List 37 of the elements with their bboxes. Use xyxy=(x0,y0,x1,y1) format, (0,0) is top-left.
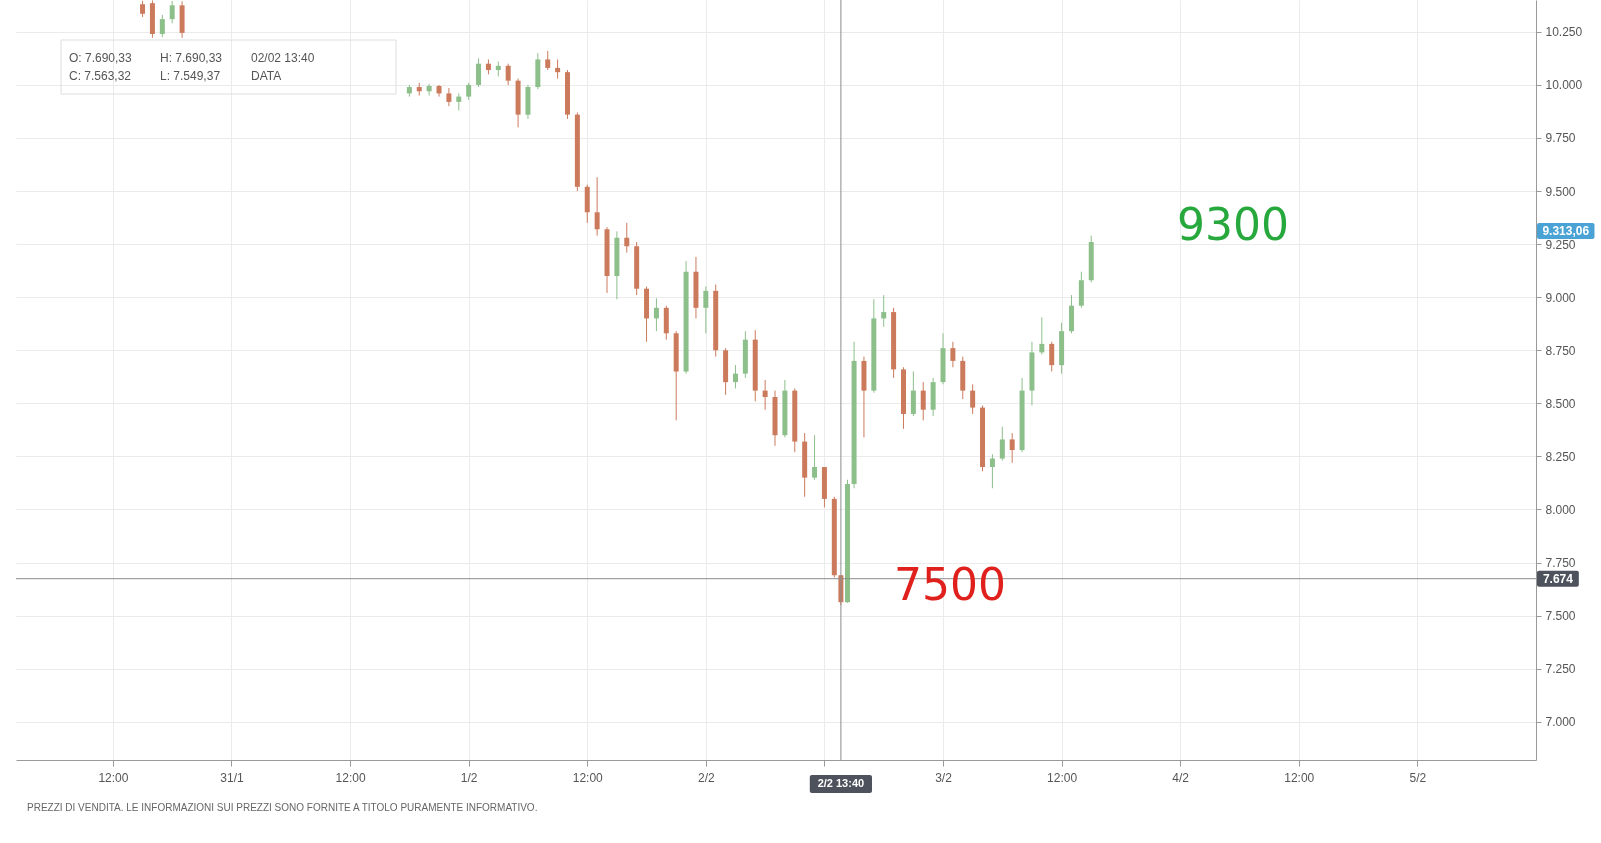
annotation: H: 7.690,33 xyxy=(160,51,223,65)
x-tick-label: 12:00 xyxy=(335,770,366,785)
y-tick-label: 9.250 xyxy=(1545,237,1576,252)
y-tick-label: 10.000 xyxy=(1545,78,1583,93)
y-tick-label: 9.000 xyxy=(1545,290,1576,305)
x-tick-label: 1/2 xyxy=(460,770,478,785)
annotation: 9300 xyxy=(1177,199,1289,250)
annotation: DATA xyxy=(251,69,282,83)
y-tick-label: 7.000 xyxy=(1545,715,1576,730)
x-tick-label: 4/2 xyxy=(1172,770,1190,785)
y-tick-label: 9.500 xyxy=(1545,184,1576,199)
annotation: C: 7.563,32 xyxy=(69,69,132,83)
x-tick-label: 3/2 xyxy=(935,770,953,785)
ref-line-label: 2/2 13:40 xyxy=(817,777,865,789)
y-tick-label: 8.000 xyxy=(1545,503,1576,517)
x-tick-label: 12:00 xyxy=(1284,770,1315,785)
text: PREZZI DI VENDITA. LE INFORMAZIONI SUI PREZZI SONO FORNITE A TITOLO PURAMENTE INFORMATIVO. xyxy=(27,802,538,813)
y-tick-label: 10.250 xyxy=(1545,25,1583,40)
y-tick-label: 8.250 xyxy=(1545,449,1576,464)
x-tick-label: 5/2 xyxy=(1409,770,1427,785)
annotation: 02/02 13:40 xyxy=(251,51,315,65)
y-tick-label: 7.500 xyxy=(1545,609,1576,624)
y-tick-label: 9.750 xyxy=(1545,131,1576,146)
x-tick-label: 12:00 xyxy=(572,770,604,785)
annotation: L: 7.549,37 xyxy=(160,69,221,83)
text: 9.313,06 xyxy=(1542,224,1590,238)
y-tick-label: 7.250 xyxy=(1545,662,1576,677)
annotation: O: 7.690,33 xyxy=(69,51,133,65)
ref-line-label: 7.674 xyxy=(1542,571,1574,586)
y-tick-label: 8.500 xyxy=(1545,396,1576,411)
x-tick-label: 12:00 xyxy=(98,770,129,785)
x-tick-label: 2/2 xyxy=(697,770,715,785)
annotation: 7500 xyxy=(894,559,1006,610)
x-tick-label: 12:00 xyxy=(1047,770,1078,785)
y-tick-label: 7.750 xyxy=(1545,556,1576,571)
y-tick-label: 8.750 xyxy=(1545,343,1576,358)
x-tick-label: 31/1 xyxy=(220,770,244,785)
